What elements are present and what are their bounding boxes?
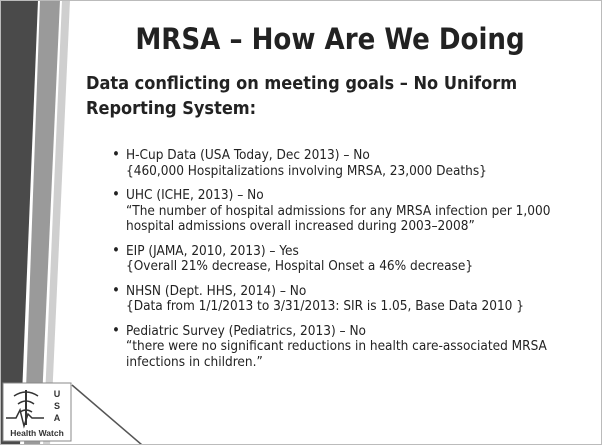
logo-letter: S <box>54 401 60 411</box>
heading: Data conflicting on meeting goals – No U… <box>86 73 518 119</box>
bullet-detail: {Data from 1/1/2013 to 3/31/2013: SIR is… <box>126 298 524 314</box>
bullet-label: H-Cup Data (USA Today, Dec 2013) – No <box>126 147 370 163</box>
bullet-detail: “there were no significant reductions in… <box>126 338 547 370</box>
bullet: H-Cup Data (USA Today, Dec 2013) – No{46… <box>112 147 582 179</box>
title: MRSA – How Are We Doing <box>135 22 525 56</box>
bullet-label: Pediatric Survey (Pediatrics, 2013) – No <box>126 322 366 339</box>
bullet-detail: {Overall 21% decrease, Hospital Onset a … <box>126 258 474 274</box>
dark-band <box>0 0 38 445</box>
bullet-detail: “The number of hospital admissions for a… <box>126 202 551 234</box>
bullet-detail: {460,000 Hospitalizations involving MRSA… <box>126 162 487 179</box>
bullet-label: UHC (ICHE, 2013) – No <box>126 187 264 203</box>
logo-letter: A <box>54 413 61 423</box>
logo-box <box>2 382 72 442</box>
light-band <box>43 0 70 445</box>
logo-caption: Health Watch <box>10 428 64 438</box>
bullet-label: EIP (JAMA, 2010, 2013) – Yes <box>126 242 299 259</box>
bullet: NHSN (Dept. HHS, 2014) – No{Data from 1/… <box>112 282 582 315</box>
bullet-list: H-Cup Data (USA Today, Dec 2013) – No{46… <box>112 147 582 379</box>
logo-pulse <box>6 407 44 429</box>
logo-letter: U <box>54 389 61 399</box>
bullet: Pediatric Survey (Pediatrics, 2013) – No… <box>112 322 582 371</box>
bullet: EIP (JAMA, 2010, 2013) – Yes{Overall 21%… <box>112 242 582 275</box>
gray-band <box>24 0 60 445</box>
bullet-label: NHSN (Dept. HHS, 2014) – No <box>126 282 307 299</box>
bullet: UHC (ICHE, 2013) – No“The number of hosp… <box>112 187 582 235</box>
corner-line <box>71 384 143 445</box>
